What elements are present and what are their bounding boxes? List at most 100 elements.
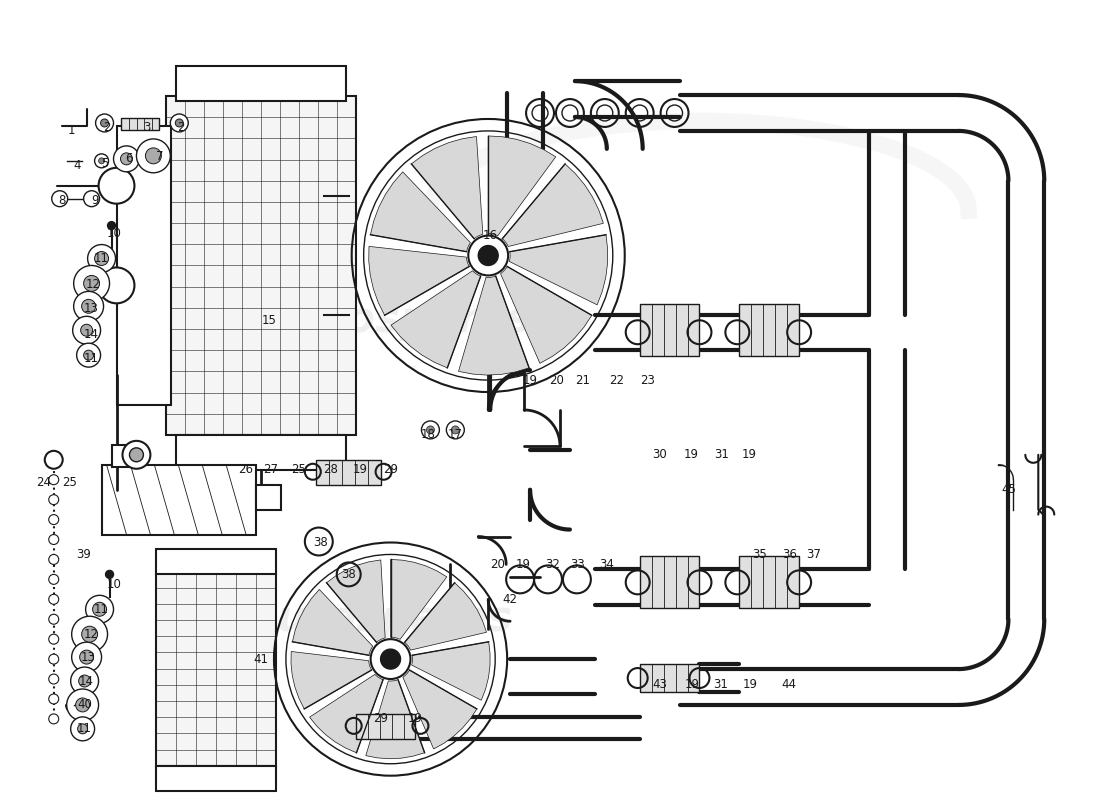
Circle shape	[67, 689, 99, 721]
Bar	[739, 557, 799, 608]
Text: 11: 11	[77, 722, 92, 735]
Circle shape	[80, 324, 92, 336]
Text: 42: 42	[503, 593, 518, 606]
Text: 23: 23	[640, 374, 656, 386]
Text: 8: 8	[58, 194, 65, 207]
Circle shape	[95, 154, 109, 168]
Circle shape	[48, 614, 58, 624]
Text: 37: 37	[806, 548, 822, 561]
Bar	[111, 445, 142, 466]
Circle shape	[86, 595, 113, 623]
Circle shape	[48, 455, 58, 465]
Text: 41: 41	[253, 653, 268, 666]
Bar	[640, 664, 700, 692]
Polygon shape	[371, 172, 471, 252]
Bar	[256, 485, 280, 510]
Text: 18: 18	[421, 428, 436, 442]
Text: 35: 35	[752, 548, 767, 561]
Text: 19: 19	[516, 558, 530, 571]
Circle shape	[70, 717, 95, 741]
Polygon shape	[327, 560, 385, 642]
Text: 21: 21	[575, 374, 591, 386]
Text: eurospares: eurospares	[249, 598, 513, 640]
Circle shape	[48, 514, 58, 525]
Text: 19: 19	[684, 448, 699, 462]
Text: 13: 13	[85, 302, 99, 315]
Text: 34: 34	[600, 558, 614, 571]
Text: 16: 16	[483, 229, 497, 242]
Circle shape	[88, 245, 116, 273]
Circle shape	[381, 649, 400, 669]
Text: 43: 43	[652, 678, 667, 690]
Text: 20: 20	[490, 558, 505, 571]
Circle shape	[447, 421, 464, 439]
Text: 25: 25	[292, 463, 306, 476]
Text: 3: 3	[143, 122, 150, 134]
Polygon shape	[411, 642, 491, 700]
Circle shape	[92, 602, 107, 616]
Circle shape	[48, 674, 58, 684]
Circle shape	[122, 441, 151, 469]
Circle shape	[421, 421, 439, 439]
Text: 1: 1	[68, 125, 76, 138]
Text: 36: 36	[782, 548, 796, 561]
Circle shape	[78, 675, 90, 687]
Polygon shape	[368, 246, 470, 315]
Circle shape	[469, 235, 508, 275]
Text: 14: 14	[84, 328, 99, 341]
Polygon shape	[309, 674, 383, 753]
Circle shape	[371, 639, 410, 679]
Text: 19: 19	[353, 463, 369, 476]
Circle shape	[48, 554, 58, 565]
Text: 38: 38	[341, 568, 356, 581]
Circle shape	[72, 616, 108, 652]
Text: 29: 29	[383, 463, 398, 476]
Text: 15: 15	[262, 314, 276, 326]
Circle shape	[79, 650, 94, 664]
Circle shape	[108, 222, 115, 230]
Text: 19: 19	[685, 678, 700, 690]
Circle shape	[175, 119, 184, 127]
Text: 45: 45	[1001, 483, 1015, 496]
Text: 30: 30	[652, 448, 667, 462]
Circle shape	[76, 698, 89, 712]
Bar	[166, 96, 355, 435]
Text: 13: 13	[81, 650, 96, 664]
Text: 7: 7	[155, 150, 163, 163]
Text: 28: 28	[323, 463, 338, 476]
Text: 6: 6	[124, 152, 132, 166]
Polygon shape	[366, 680, 425, 758]
Text: 10: 10	[107, 227, 122, 240]
Circle shape	[451, 426, 460, 434]
Circle shape	[70, 667, 99, 695]
Bar	[316, 460, 381, 485]
Text: 2: 2	[102, 122, 110, 134]
Text: 31: 31	[713, 678, 728, 690]
Circle shape	[95, 251, 109, 266]
Polygon shape	[500, 266, 592, 363]
Circle shape	[100, 119, 109, 127]
Circle shape	[427, 426, 434, 434]
Circle shape	[81, 299, 96, 314]
Polygon shape	[403, 670, 477, 749]
Circle shape	[48, 474, 58, 485]
Circle shape	[170, 114, 188, 132]
Text: 27: 27	[264, 463, 278, 476]
Circle shape	[106, 570, 113, 578]
Text: 10: 10	[107, 578, 122, 591]
Text: 11: 11	[95, 602, 109, 616]
Circle shape	[77, 343, 100, 367]
Circle shape	[99, 267, 134, 303]
Text: 20: 20	[550, 374, 564, 386]
Circle shape	[121, 153, 132, 165]
Text: 29: 29	[373, 712, 388, 726]
Circle shape	[99, 168, 134, 204]
Text: 39: 39	[76, 548, 91, 561]
Circle shape	[48, 634, 58, 644]
Text: 11: 11	[84, 352, 99, 365]
Text: 11: 11	[95, 252, 109, 265]
Circle shape	[52, 190, 68, 206]
Circle shape	[78, 724, 88, 734]
Polygon shape	[459, 276, 529, 375]
Polygon shape	[390, 270, 481, 368]
